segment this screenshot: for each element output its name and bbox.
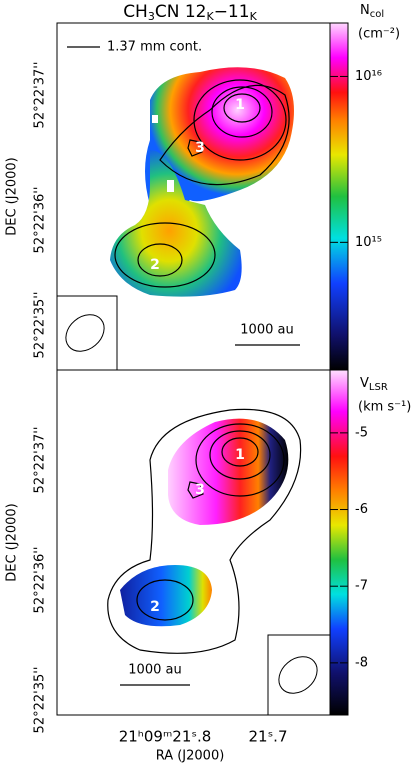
contour: [136, 579, 194, 621]
colorbar-tick-label: -5: [355, 425, 368, 440]
colorbar-tick-label: -6: [355, 502, 368, 517]
contour: [193, 79, 287, 161]
contour: [211, 86, 273, 138]
colorbar-tick-label: 10¹⁵: [355, 235, 382, 250]
y-tick-label: 52°22'36'': [33, 187, 48, 254]
blank: [152, 115, 158, 123]
x-tick-label: 21ˢ.7: [249, 728, 288, 746]
source-label: 1: [235, 97, 245, 113]
map-emission: [145, 67, 294, 210]
source-label: 2: [150, 599, 160, 615]
y-axis-label: DEC (J2000): [5, 157, 20, 236]
colorbar: [329, 22, 349, 371]
title-part: −11: [214, 2, 250, 22]
colorbar-unit: (km s⁻¹): [358, 400, 411, 415]
source-label: 3: [195, 140, 205, 156]
y-axis-label: DEC (J2000): [5, 503, 20, 582]
title-part: 3: [148, 10, 155, 23]
scalebar-text: 1000 au: [240, 323, 293, 338]
contour: [187, 481, 204, 499]
contour: [159, 84, 290, 186]
colorbar-label-part: LSR: [369, 382, 388, 393]
y-tick-label: 52°22'35'': [33, 292, 48, 359]
contour: [187, 139, 203, 157]
title-part: K: [250, 10, 258, 23]
colorbar-unit: (cm⁻²): [358, 27, 400, 42]
legend-text: 1.37 mm cont.: [107, 40, 202, 55]
title-part: K: [206, 10, 214, 23]
y-tick-label: 52°22'35'': [33, 667, 48, 734]
map-panel-2: 1000 au 1 2 3: [56, 369, 349, 716]
title-part: CH: [123, 2, 148, 22]
map-panel-1: 1.37 mm cont. 1000 au 1 2 3: [56, 22, 349, 371]
contour: [221, 437, 259, 467]
contour: [114, 222, 216, 288]
blank: [167, 180, 174, 192]
colorbar-label-part: col: [370, 9, 384, 20]
source-label: 2: [150, 257, 160, 273]
contour: [209, 430, 271, 480]
beam: [65, 314, 105, 352]
source-label: 1: [235, 447, 245, 463]
source-label: 3: [195, 482, 205, 498]
colorbar: [329, 369, 349, 716]
contour: [137, 243, 183, 277]
x-axis-label: RA (J2000): [156, 749, 225, 764]
colorbar-label: VLSR: [360, 376, 388, 394]
scalebar-text: 1000 au: [128, 663, 181, 678]
y-tick-label: 52°22'37'': [33, 62, 48, 129]
beam: [278, 656, 318, 694]
contour: [195, 423, 285, 497]
y-tick-label: 52°22'37'': [33, 427, 48, 494]
map-velocity: [168, 418, 289, 525]
colorbar-tick-label: 10¹⁶: [355, 69, 382, 84]
title: CH3CN 12K−11K: [123, 2, 257, 23]
contour: [107, 408, 302, 654]
map-velocity: [120, 565, 212, 627]
colorbar-label: Ncol: [360, 3, 384, 21]
colorbar-tick-label: -7: [355, 579, 368, 594]
contour: [223, 93, 261, 123]
colorbar-label-part: N: [360, 3, 370, 18]
y-tick-label: 52°22'36'': [33, 547, 48, 614]
title-part: CN 12: [155, 2, 207, 22]
x-tick-label: 21ʰ09ᵐ21ˢ.8: [119, 728, 212, 746]
colorbar-tick-label: -8: [355, 655, 368, 670]
colorbar-label-part: V: [360, 376, 369, 391]
